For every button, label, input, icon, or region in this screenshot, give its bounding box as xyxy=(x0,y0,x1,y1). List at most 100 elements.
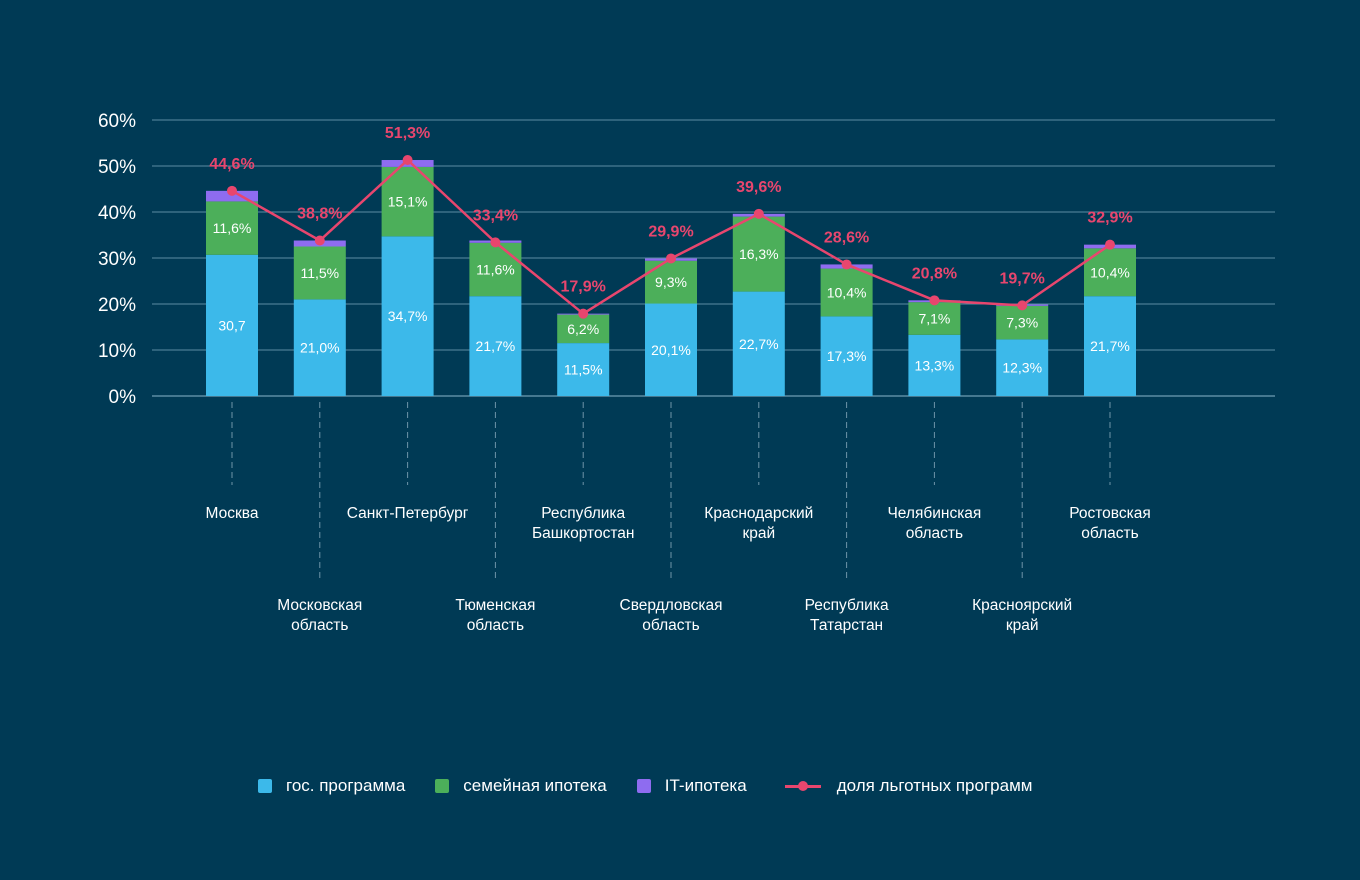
data-label-family: 7,1% xyxy=(918,310,950,326)
data-label-family: 10,4% xyxy=(827,285,867,301)
category-label: Краснодарский xyxy=(704,505,813,522)
data-label-family: 11,6% xyxy=(476,262,515,278)
bar-segment-gov xyxy=(996,339,1049,396)
bar-segment-family xyxy=(381,166,434,237)
category-label: область xyxy=(291,617,348,634)
legend-item-gov: гос. программа xyxy=(258,776,405,796)
data-label-family: 9,3% xyxy=(655,274,687,290)
share-data-label: 19,7% xyxy=(1000,270,1045,287)
share-point xyxy=(929,295,940,306)
data-label-gov: 21,7% xyxy=(1090,338,1130,354)
y-tick-label: 10% xyxy=(98,341,136,362)
share-data-label: 17,9% xyxy=(561,279,606,296)
bar-segment-family xyxy=(469,242,522,297)
category-label: край xyxy=(1006,617,1039,634)
share-point xyxy=(841,259,852,270)
bar-segment-gov xyxy=(206,254,258,396)
data-label-family: 7,3% xyxy=(1006,315,1038,331)
share-point xyxy=(490,237,501,248)
data-label-gov: 17,3% xyxy=(827,348,867,364)
share-point xyxy=(753,208,764,219)
category-labels: Москва Московская область Санкт-Петербург Тю… xyxy=(206,402,1151,634)
share-point xyxy=(1017,300,1028,311)
y-tick-label: 60% xyxy=(98,111,136,132)
legend-label-share: доля льготных программ xyxy=(836,776,1033,795)
data-label-gov: 22,7% xyxy=(739,336,779,352)
share-data-label: 44,6% xyxy=(209,156,254,173)
category-label: область xyxy=(1081,525,1138,542)
legend-swatch-it xyxy=(636,779,651,793)
category-label: Республика xyxy=(805,597,889,614)
data-label-gov: 12,3% xyxy=(1002,360,1042,376)
legend-swatch-family xyxy=(435,779,450,793)
bar-segment-family xyxy=(557,314,610,344)
y-tick-label: 40% xyxy=(98,203,136,224)
legend: гос. программа семейная ипотека IT-ипоте… xyxy=(258,776,1062,796)
bar-segment-it xyxy=(206,190,258,202)
category-label: Башкортостан xyxy=(532,525,634,542)
share-data-label: 39,6% xyxy=(736,179,781,196)
data-label-gov: 11,5% xyxy=(564,362,603,378)
legend-label-gov: гос. программа xyxy=(286,776,406,795)
share-data-label: 51,3% xyxy=(385,125,430,142)
category-label: Республика xyxy=(541,505,625,522)
bar-segment-gov xyxy=(293,299,346,396)
category-label: Красноярский xyxy=(972,597,1072,614)
category-label: Санкт-Петербург xyxy=(347,505,469,522)
category-label: область xyxy=(467,617,524,634)
data-label-family: 10,4% xyxy=(1090,264,1130,280)
category-label: Тюменская xyxy=(455,597,535,614)
share-data-label: 33,4% xyxy=(473,207,518,224)
bar-segment-gov xyxy=(732,291,785,396)
category-label: Свердловская xyxy=(620,597,723,614)
data-label-gov: 21,0% xyxy=(300,340,340,356)
data-label-family: 16,3% xyxy=(739,246,779,262)
data-label-gov: 21,7% xyxy=(476,338,516,354)
bar-segment-family xyxy=(996,305,1049,340)
share-point xyxy=(666,253,676,264)
category-label: Татарстан xyxy=(810,617,883,634)
legend-item-it: IT-ипотека xyxy=(636,776,747,796)
share-line: 44,6% 38,8% 51,3% 33,4% 17,9% 29,9% 39,6% 28,6%… xyxy=(209,125,1133,319)
y-axis-ticks: 0% 10% 20% 30% 40% 50% 60% xyxy=(98,111,136,408)
bar-segment-gov xyxy=(469,296,522,396)
bar-segment-family xyxy=(293,246,346,300)
share-point xyxy=(227,185,237,196)
share-data-label: 32,9% xyxy=(1087,210,1132,227)
bar-segment-gov xyxy=(820,316,873,396)
bar-segment-gov xyxy=(557,343,610,396)
bar-segment-gov xyxy=(381,236,434,396)
category-label: область xyxy=(906,525,963,542)
legend-swatch-share xyxy=(784,779,821,793)
data-label-gov: 30,7 xyxy=(218,317,245,333)
legend-item-share: доля льготных программ xyxy=(784,776,1033,796)
bar-segment-family xyxy=(908,302,961,335)
data-label-family: 11,6% xyxy=(213,220,252,236)
share-point xyxy=(1105,239,1115,250)
data-label-gov: 20,1% xyxy=(651,342,691,358)
category-label: Челябинская xyxy=(887,505,981,522)
share-point xyxy=(402,155,413,166)
bar-segment-gov xyxy=(1084,296,1136,396)
category-label: Московская xyxy=(277,597,362,614)
bars: 30,7 11,6% 21,0% 11,5% 34,7% 15,1% 21,7% 11,6% 1… xyxy=(206,160,1136,396)
share-data-label: 29,9% xyxy=(648,223,693,240)
bar-segment-gov xyxy=(645,303,697,396)
bar-segment-family xyxy=(206,201,258,255)
y-tick-label: 0% xyxy=(109,387,137,408)
category-label: Москва xyxy=(206,505,259,522)
bar-segment-gov xyxy=(908,334,961,396)
legend-label-family: семейная ипотека xyxy=(463,776,607,795)
share-point xyxy=(314,235,325,246)
y-tick-label: 30% xyxy=(98,249,136,270)
data-label-gov: 34,7% xyxy=(388,308,428,324)
data-label-family: 15,1% xyxy=(388,194,428,210)
y-tick-label: 50% xyxy=(98,157,136,178)
category-label: Ростовская xyxy=(1069,505,1151,522)
bar-segment-family xyxy=(820,268,873,317)
bar-segment-family xyxy=(732,216,785,292)
category-label: край xyxy=(742,525,775,542)
category-label: область xyxy=(642,617,699,634)
legend-swatch-gov xyxy=(258,779,272,793)
